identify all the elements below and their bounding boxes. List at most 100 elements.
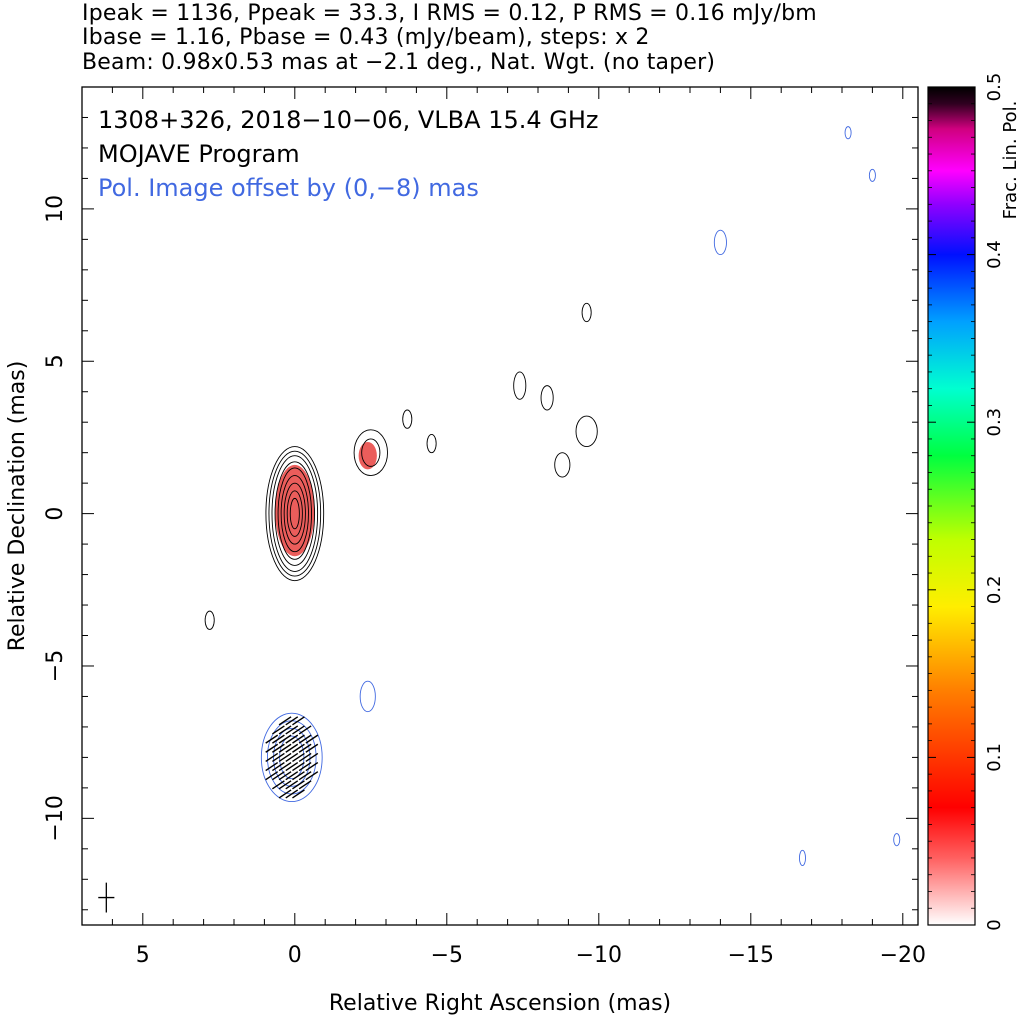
evpa-tick: [285, 752, 299, 762]
x-tick-label: −5: [431, 943, 463, 968]
evpa-tick: [278, 734, 292, 744]
y-tick-label: 5: [43, 354, 68, 368]
intensity-contour-blob-a: [575, 415, 598, 448]
pol-contour-pol-spot-2: [798, 849, 806, 867]
x-tick-label: 5: [136, 943, 150, 968]
evpa-tick: [285, 725, 299, 735]
frac-pol-region-knot: [358, 442, 377, 470]
intensity-contour-blob-f: [426, 433, 437, 454]
pol-contour-core-pol: [273, 728, 311, 787]
evpa-tick: [285, 780, 299, 790]
evpa-tick: [298, 734, 312, 744]
colorbar-tick-label: 0.1: [984, 743, 1005, 772]
evpa-tick: [292, 716, 305, 726]
y-tick-label: 10: [43, 195, 68, 223]
intensity-contour-core: [268, 450, 322, 577]
evpa-tick: [305, 734, 319, 744]
intensity-contour-core: [271, 455, 319, 572]
intensity-contour-core: [286, 490, 303, 537]
evpa-tick: [292, 789, 305, 799]
evpa-tick: [292, 743, 305, 753]
pol-contour-pol-spot-1: [713, 229, 727, 256]
colorbar-tick-label: 0.2: [984, 575, 1005, 604]
evpa-tick: [271, 752, 285, 762]
evpa-tick: [271, 743, 285, 753]
evpa-tick: [292, 752, 305, 762]
intensity-contour-core: [280, 475, 309, 553]
header-line-1: Ipeak = 1136, Ppeak = 33.3, I RMS = 0.12…: [82, 1, 817, 26]
intensity-contour-blob-d: [554, 452, 571, 478]
intensity-contour-blob-e: [402, 409, 413, 429]
intensity-contour-core: [283, 482, 306, 545]
intensity-contour-blob-c: [540, 385, 554, 411]
evpa-tick: [278, 771, 292, 781]
colorbar-tick-label: 0: [984, 919, 1005, 930]
x-tick-label: −10: [576, 943, 622, 968]
pol-contour-pol-spot-4: [844, 126, 852, 140]
header-line-2: Ibase = 1.16, Pbase = 0.43 (mJy/beam), s…: [82, 25, 650, 50]
offset-annotation: Pol. Image offset by (0,−8) mas: [98, 174, 479, 202]
intensity-contour-core: [265, 446, 325, 582]
evpa-tick: [278, 716, 292, 726]
evpa-tick: [278, 725, 292, 735]
evpa-tick: [271, 725, 285, 735]
evpa-tick: [278, 752, 292, 762]
evpa-tick: [271, 771, 285, 781]
evpa-tick: [285, 771, 299, 781]
evpa-tick: [278, 789, 292, 799]
evpa-tick: [285, 789, 299, 799]
x-tick-label: 0: [288, 943, 302, 968]
evpa-tick: [271, 734, 285, 744]
evpa-tick: [292, 725, 305, 735]
evpa-tick: [265, 771, 279, 781]
pol-contour-core-pol: [260, 712, 323, 803]
evpa-tick: [285, 734, 299, 744]
intensity-contour-knot: [361, 438, 381, 467]
evpa-tick: [298, 771, 312, 781]
intensity-contour-core: [289, 497, 300, 530]
x-tick-label: −15: [728, 943, 774, 968]
colorbar-tick-label: 0.4: [984, 240, 1005, 269]
x-tick-label: −20: [880, 943, 926, 968]
colorbar-label: Frac. Lin. Pol.: [1000, 101, 1021, 220]
evpa-tick: [292, 771, 305, 781]
intensity-contour-blob-h: [581, 302, 592, 323]
intensity-contour-knot: [353, 429, 388, 476]
evpa-tick: [265, 752, 279, 762]
evpa-tick: [298, 725, 312, 735]
evpa-tick: [271, 780, 285, 790]
y-tick-label: −10: [43, 795, 68, 841]
evpa-tick: [305, 761, 319, 772]
title-line-1: 1308+326, 2018−10−06, VLBA 15.4 GHz: [98, 106, 599, 134]
title-line-2: MOJAVE Program: [98, 140, 300, 168]
evpa-tick: [298, 761, 312, 772]
evpa-tick: [278, 743, 292, 753]
colorbar-tick-label: 0.5: [984, 73, 1005, 102]
pol-contour-pol-spot-3: [893, 833, 901, 847]
intensity-contour-core: [274, 461, 316, 566]
header-line-3: Beam: 0.98x0.53 mas at −2.1 deg., Nat. W…: [82, 50, 716, 75]
evpa-tick: [278, 780, 292, 790]
intensity-contour-core: [277, 467, 312, 560]
x-axis-label: Relative Right Ascension (mas): [329, 991, 671, 1016]
evpa-tick: [292, 761, 305, 772]
evpa-tick: [265, 734, 279, 744]
intensity-contour-blob-b: [513, 371, 527, 400]
y-tick-label: 0: [43, 507, 68, 521]
evpa-tick: [305, 752, 319, 762]
evpa-tick: [292, 780, 305, 790]
evpa-tick: [285, 716, 299, 726]
evpa-tick: [305, 743, 319, 753]
evpa-tick: [298, 752, 312, 762]
y-tick-label: −5: [43, 650, 68, 682]
evpa-tick: [298, 780, 312, 790]
evpa-tick: [305, 771, 319, 781]
evpa-tick: [285, 761, 299, 772]
evpa-tick: [265, 761, 279, 772]
evpa-tick: [285, 743, 299, 753]
evpa-tick: [298, 743, 312, 753]
intensity-contour-blob-g: [204, 610, 215, 630]
y-axis-label: Relative Declination (mas): [5, 361, 30, 652]
evpa-tick: [271, 761, 285, 772]
